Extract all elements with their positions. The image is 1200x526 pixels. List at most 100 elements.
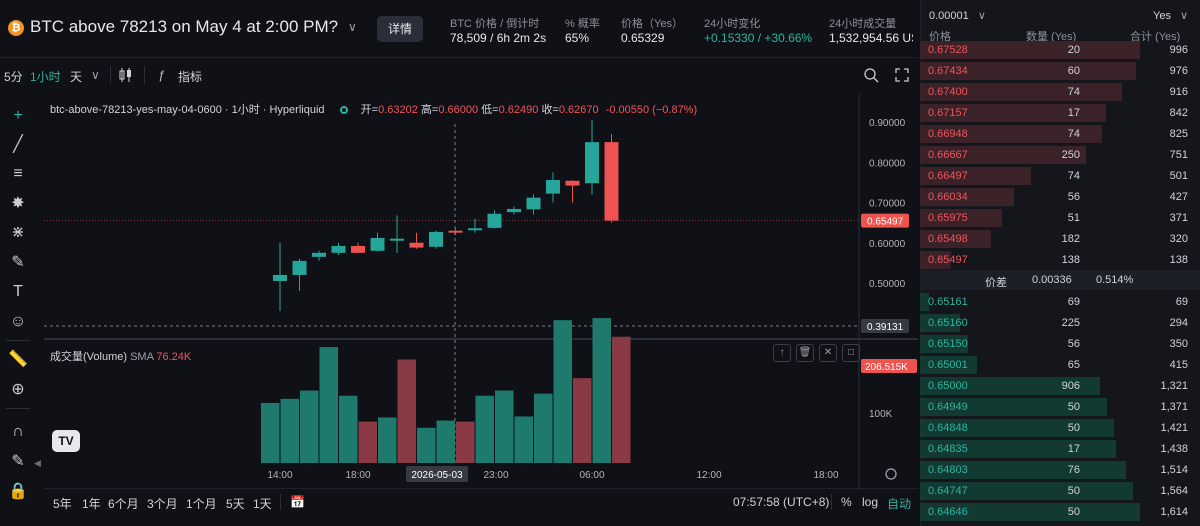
side-select[interactable]: Yes ∨: [1153, 9, 1188, 22]
depth-bar: [920, 461, 1126, 479]
ask-row[interactable]: 0.65498 182 320: [920, 229, 1196, 249]
ob-qty: 250: [1061, 149, 1080, 161]
delete-pane-icon[interactable]: 🗑: [796, 344, 814, 362]
candle: [448, 230, 463, 233]
chevron-down-icon[interactable]: ∨: [348, 20, 357, 34]
ask-row[interactable]: 0.67528 20 996: [920, 40, 1196, 60]
legend-close-label: 收=: [541, 104, 559, 116]
range-1y[interactable]: 1年: [82, 497, 101, 511]
bid-row[interactable]: 0.65000 906 1,321: [920, 376, 1196, 396]
magnet-tool-icon[interactable]: ∩: [12, 423, 24, 440]
candle: [487, 213, 502, 228]
bid-row[interactable]: 0.64848 50 1,421: [920, 418, 1196, 438]
range-6m[interactable]: 6个月: [108, 497, 139, 511]
bid-row[interactable]: 0.64747 50 1,564: [920, 481, 1196, 501]
legend-low: 0.62490: [498, 104, 539, 116]
ob-qty: 138: [1061, 254, 1080, 266]
ob-price: 0.66497: [928, 170, 968, 182]
crosshair-tool-icon[interactable]: +: [13, 107, 23, 124]
ob-total: 842: [1169, 107, 1188, 119]
bid-row[interactable]: 0.64835 17 1,438: [920, 439, 1196, 459]
ask-row[interactable]: 0.66034 56 427: [920, 187, 1196, 207]
fib-lines-tool-icon[interactable]: ≡: [13, 165, 23, 182]
candles-chart-type-icon[interactable]: [119, 67, 133, 83]
emoji-tool-icon[interactable]: ☺: [9, 313, 27, 330]
range-3m[interactable]: 3个月: [147, 497, 178, 511]
clock[interactable]: 07:57:58 (UTC+8): [733, 495, 830, 509]
trendline-tool-icon[interactable]: ╱: [13, 136, 23, 153]
axis-settings-icon[interactable]: [885, 468, 897, 480]
pattern-tool-icon[interactable]: ✸: [11, 195, 25, 212]
time-tick: 18:00: [345, 470, 370, 481]
stat-label-btc-price: BTC 价格 / 倒计时: [450, 18, 540, 30]
collapse-toolbar-icon[interactable]: ◀: [34, 458, 41, 468]
indicators-icon[interactable]: ƒ: [158, 68, 165, 82]
goto-date-icon[interactable]: 📅: [290, 495, 305, 509]
range-5y[interactable]: 5年: [53, 497, 72, 511]
indicators-button[interactable]: 指标: [178, 70, 203, 84]
log-toggle[interactable]: log: [862, 495, 879, 509]
text-tool-icon[interactable]: T: [13, 283, 23, 300]
interval-5m[interactable]: 5分: [4, 70, 23, 84]
brush-tool-icon[interactable]: ✎: [11, 254, 25, 271]
volume-last-label: 206.515K: [865, 362, 908, 373]
bid-row[interactable]: 0.64803 76 1,514: [920, 460, 1196, 480]
visibility-dot-icon[interactable]: [339, 106, 348, 114]
zoom-in-tool-icon[interactable]: ⊕: [11, 381, 25, 398]
projection-tool-icon[interactable]: ⋇: [11, 224, 25, 241]
range-1d[interactable]: 1天: [253, 497, 272, 511]
zoom-icon[interactable]: [863, 67, 879, 83]
volume-bar: [514, 416, 533, 463]
ob-price: 0.66034: [928, 191, 968, 203]
interval-day[interactable]: 天: [70, 70, 83, 84]
ask-row[interactable]: 0.67434 60 976: [920, 61, 1196, 81]
price-tick: 0.50000: [869, 279, 906, 290]
range-5d[interactable]: 5天: [226, 497, 245, 511]
volume-bar: [592, 318, 611, 463]
bid-row[interactable]: 0.65001 65 415: [920, 355, 1196, 375]
legend-high-label: 高=: [420, 104, 439, 116]
market-header: [0, 0, 918, 58]
bid-row[interactable]: 0.64949 50 1,371: [920, 397, 1196, 417]
ask-row[interactable]: 0.66497 74 501: [920, 166, 1196, 186]
ob-total: 415: [1169, 359, 1188, 371]
interval-1h[interactable]: 1小时: [30, 70, 61, 84]
ob-price: 0.65161: [928, 296, 968, 308]
details-button[interactable]: 详情: [377, 16, 423, 42]
ob-qty: 17: [1067, 107, 1080, 119]
chevron-down-icon: ∨: [977, 10, 986, 22]
ask-row[interactable]: 0.66667 250 751: [920, 145, 1196, 165]
percent-toggle[interactable]: %: [841, 495, 852, 509]
bottom-divider-v: [280, 494, 281, 510]
volume-bar: [397, 359, 416, 463]
range-1m[interactable]: 1个月: [186, 497, 217, 511]
bid-row[interactable]: 0.65161 69 69: [920, 292, 1196, 312]
market-title[interactable]: BTC above 78213 on May 4 at 2:00 PM?: [30, 17, 339, 36]
bottom-divider-v: [831, 494, 832, 510]
interval-dropdown-icon[interactable]: ∨: [91, 68, 100, 82]
fullscreen-icon[interactable]: [895, 68, 909, 82]
move-pane-up-icon[interactable]: ↑: [773, 344, 791, 362]
ask-row[interactable]: 0.67157 17 842: [920, 103, 1196, 123]
lock-icon[interactable]: 🔒: [8, 483, 28, 500]
candle: [409, 242, 424, 248]
precision-select[interactable]: 0.00001 ∨: [929, 9, 986, 22]
ask-row[interactable]: 0.66948 74 825: [920, 124, 1196, 144]
ask-row[interactable]: 0.65975 51 371: [920, 208, 1196, 228]
ask-row[interactable]: 0.67400 74 916: [920, 82, 1196, 102]
auto-scale-toggle[interactable]: 自动: [887, 497, 912, 511]
price-chart[interactable]: 0.90000 0.80000 0.70000 0.60000 0.50000 0.654…: [44, 94, 918, 490]
ask-row[interactable]: 0.65497 138 138: [920, 250, 1196, 270]
bid-row[interactable]: 0.65150 56 350: [920, 334, 1196, 354]
maximize-pane-icon[interactable]: □: [842, 344, 860, 362]
collapse-pane-icon[interactable]: ✕: [819, 344, 837, 362]
candle: [468, 228, 482, 231]
bid-row[interactable]: 0.65160 225 294: [920, 313, 1196, 333]
crosshair-time-label: 2026-05-03: [411, 470, 463, 481]
ruler-tool-icon[interactable]: 📏: [8, 351, 28, 368]
crosshair-price-tag: [861, 319, 909, 333]
lock-drawing-icon[interactable]: ✎: [11, 453, 25, 470]
ob-col-price: 价格: [929, 31, 951, 43]
candle: [604, 142, 619, 221]
bid-row[interactable]: 0.64646 50 1,614: [920, 502, 1196, 522]
